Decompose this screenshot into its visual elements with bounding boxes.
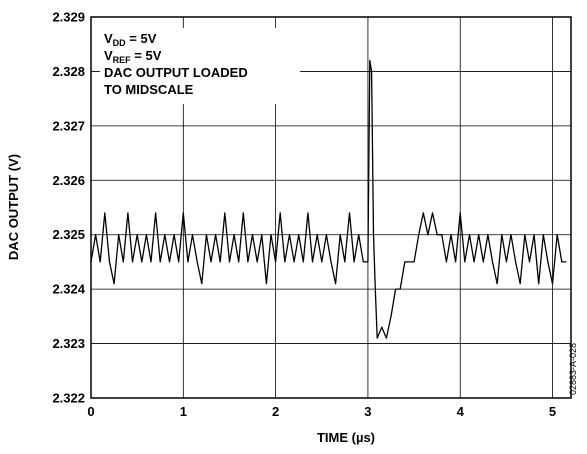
y-tick-label: 2.329 (52, 10, 85, 25)
annotation-vref-sub: REF (113, 55, 132, 65)
y-tick-label: 2.322 (52, 391, 85, 406)
x-tick-label: 3 (364, 404, 371, 419)
annotation-background (100, 28, 300, 104)
x-axis-label: TIME (µs) (317, 430, 375, 445)
y-tick-labels: 2.322 2.323 2.324 2.325 2.326 2.327 2.328 2.329 (52, 10, 85, 406)
series-layer (90, 59, 567, 339)
y-tick-label: 2.326 (52, 173, 85, 188)
annotation-vdd-rest: = 5V (126, 31, 157, 46)
y-tick-label: 2.328 (52, 64, 85, 79)
x-tick-labels: 0 1 2 3 4 5 (87, 404, 556, 419)
annotation-vref: VREF = 5V (104, 48, 162, 65)
annotation-vdd: VDD = 5V (104, 31, 157, 48)
x-tick-label: 4 (457, 404, 465, 419)
x-tick-label: 0 (87, 404, 94, 419)
annotation-line4: TO MIDSCALE (104, 82, 194, 97)
y-tick-label: 2.323 (52, 336, 85, 351)
annotation-line3: DAC OUTPUT LOADED (104, 65, 248, 80)
y-tick-label: 2.327 (52, 118, 85, 133)
x-tick-label: 2 (272, 404, 279, 419)
figure-id: 02883-A-028 (568, 343, 578, 395)
x-tick-label: 5 (549, 404, 556, 419)
y-axis-label: DAC OUTPUT (V) (6, 154, 21, 260)
annotation-vdd-main: V (104, 31, 113, 46)
annotation-box: VDD = 5V VREF = 5V DAC OUTPUT LOADED TO … (100, 28, 300, 104)
annotation-vref-rest: = 5V (131, 48, 162, 63)
dac-output-trace (90, 59, 567, 339)
y-tick-label: 2.324 (52, 282, 85, 297)
y-tick-label: 2.325 (52, 227, 85, 242)
x-tick-label: 1 (180, 404, 187, 419)
plot-frame (90, 16, 572, 399)
annotation-vref-main: V (104, 48, 113, 63)
annotation-vdd-sub: DD (113, 38, 126, 48)
